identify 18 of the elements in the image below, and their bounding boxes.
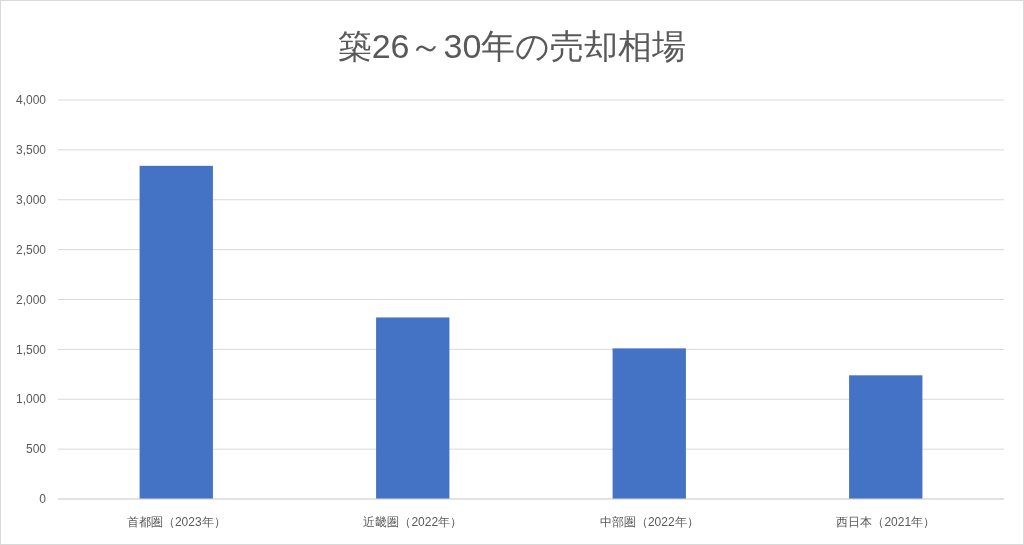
y-tick-label: 2,500 bbox=[15, 242, 47, 257]
y-tick-label: 1,500 bbox=[15, 342, 47, 357]
x-tick-label: 首都圏（2023年） bbox=[126, 515, 226, 529]
x-tick-label: 中部圏（2022年） bbox=[599, 515, 699, 529]
bar bbox=[612, 348, 686, 499]
y-tick-label: 0 bbox=[39, 492, 47, 507]
x-tick-label: 西日本（2021年） bbox=[836, 515, 936, 529]
chart-title: 築26～30年の売却相場 bbox=[337, 27, 687, 65]
y-tick-label: 1,000 bbox=[15, 392, 47, 407]
x-tick-label: 近畿圏（2022年） bbox=[363, 515, 463, 529]
bar bbox=[849, 375, 923, 499]
y-tick-label: 2,000 bbox=[15, 292, 47, 307]
y-tick-label: 3,000 bbox=[15, 192, 47, 207]
y-tick-label: 500 bbox=[25, 442, 47, 457]
bar bbox=[376, 317, 450, 499]
y-tick-label: 3,500 bbox=[15, 143, 47, 158]
y-tick-label: 4,000 bbox=[15, 93, 47, 108]
bar bbox=[139, 165, 213, 499]
